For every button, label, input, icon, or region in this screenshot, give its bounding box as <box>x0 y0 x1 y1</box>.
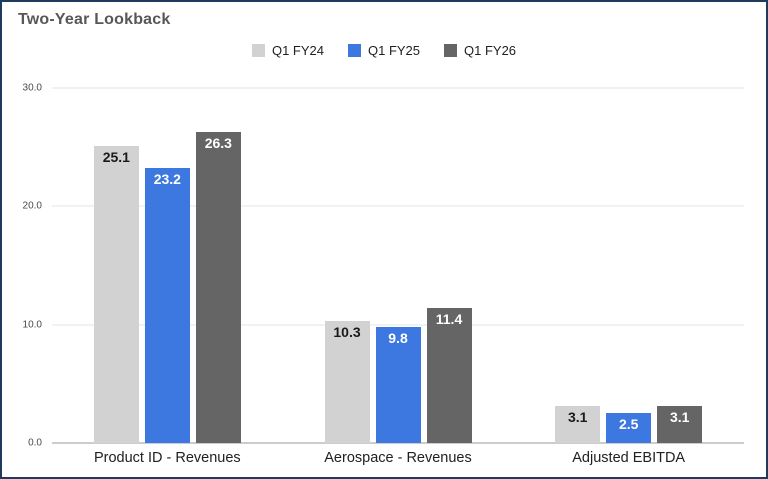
bar-value-label: 25.1 <box>102 148 130 165</box>
bar-q1-fy25-aerospace-revenues: 9.8 <box>375 327 421 443</box>
y-tick-label: 20.0 <box>22 200 42 212</box>
bar-q1-fy24-product-id-revenues: 25.1 <box>93 145 139 443</box>
bar-q1-fy24-adjusted-ebitda: 3.1 <box>555 406 601 443</box>
category-label-product-id-revenues: Product ID - Revenues <box>93 450 241 466</box>
bar-value-label: 11.4 <box>435 311 463 328</box>
bar-groups: 25.1 23.2 26.3 10.3 9.8 11.4 3.1 2.5 3.1 <box>52 88 744 443</box>
bar-value-label: 3.1 <box>669 409 690 426</box>
bar-value-label: 23.2 <box>153 171 181 188</box>
legend-swatch-icon <box>444 44 458 57</box>
gridline <box>52 87 744 89</box>
legend-label: Q1 FY26 <box>464 43 517 58</box>
legend-item-q1-fy24: Q1 FY24 <box>251 43 324 58</box>
category-labels: Product ID - Revenues Aerospace - Revenue… <box>52 450 744 470</box>
bar-group-aerospace-revenues: 10.3 9.8 11.4 <box>283 88 514 443</box>
bar-q1-fy26-aerospace-revenues: 11.4 <box>426 308 472 443</box>
legend-item-q1-fy25: Q1 FY25 <box>347 43 421 58</box>
bar-q1-fy24-aerospace-revenues: 10.3 <box>324 321 370 443</box>
bar-group-product-id-revenues: 25.1 23.2 26.3 <box>52 88 283 443</box>
legend-swatch-icon <box>347 44 361 57</box>
plot-area: 25.1 23.2 26.3 10.3 9.8 11.4 3.1 2.5 3.1 <box>52 87 744 444</box>
gridline <box>52 324 744 326</box>
bar-q1-fy25-product-id-revenues: 23.2 <box>144 168 190 443</box>
bar-value-label: 3.1 <box>567 409 588 426</box>
legend: Q1 FY24 Q1 FY25 Q1 FY26 <box>2 43 766 58</box>
bar-q1-fy25-adjusted-ebitda: 2.5 <box>606 413 652 443</box>
bar-q1-fy26-product-id-revenues: 26.3 <box>195 131 241 443</box>
category-label-aerospace-revenues: Aerospace - Revenues <box>324 450 472 466</box>
x-axis-line <box>52 442 744 444</box>
legend-item-q1-fy26: Q1 FY26 <box>444 43 516 58</box>
chart-title: Two-Year Lookback <box>18 11 171 28</box>
bar-value-label: 2.5 <box>618 416 639 433</box>
bar-q1-fy26-adjusted-ebitda: 3.1 <box>657 406 703 443</box>
legend-swatch-icon <box>251 44 265 57</box>
bar-value-label: 26.3 <box>204 134 232 151</box>
bar-value-label: 9.8 <box>388 330 408 347</box>
bar-value-label: 10.3 <box>333 324 361 341</box>
y-tick-label: 10.0 <box>22 319 42 331</box>
y-axis: 0.0 10.0 20.0 30.0 <box>8 83 46 449</box>
y-tick-label: 0.0 <box>28 437 42 449</box>
legend-label: Q1 FY25 <box>367 43 421 58</box>
legend-label: Q1 FY24 <box>271 43 324 58</box>
y-tick-label: 30.0 <box>22 82 42 94</box>
gridline <box>52 205 744 207</box>
category-label-adjusted-ebitda: Adjusted EBITDA <box>572 450 686 466</box>
bar-group-adjusted-ebitda: 3.1 2.5 3.1 <box>513 88 744 443</box>
